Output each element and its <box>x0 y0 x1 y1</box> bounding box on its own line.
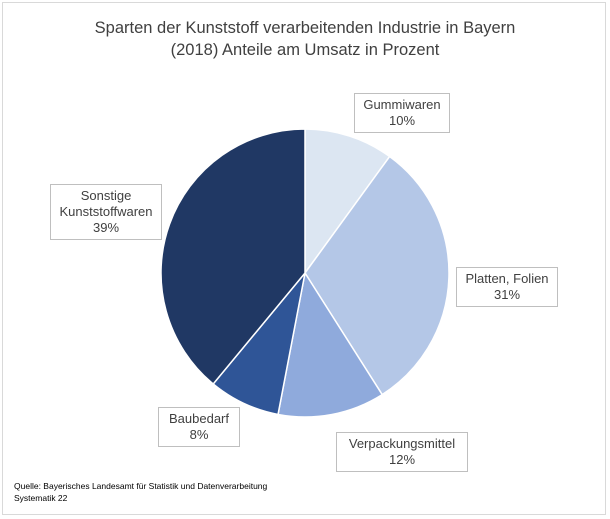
slice-value-platten-folien: 31% <box>493 287 521 302</box>
callout-baubedarf: Baubedarf 8% <box>158 407 240 447</box>
chart-title-line-2: (2018) Anteile am Umsatz in Prozent <box>170 41 440 59</box>
slice-value-verpackungsmittel: 12% <box>388 452 416 467</box>
callout-verpackungsmittel: Verpackungsmittel 12% <box>336 432 468 472</box>
callout-platten-folien: Platten, Folien 31% <box>456 267 558 307</box>
slice-value-sonstige: 39% <box>92 220 120 235</box>
slice-label-platten-folien: Platten, Folien <box>465 271 549 286</box>
slice-label-verpackungsmittel: Verpackungsmittel <box>348 436 456 451</box>
callout-gummiwaren: Gummiwaren 10% <box>354 93 450 133</box>
slice-label-sonstige-line-1: Sonstige <box>80 188 132 203</box>
pie-slice-verpackungsmittel <box>277 270 384 418</box>
pie-slice-gummiwaren <box>304 128 391 276</box>
pie-slice-platten-folien <box>304 155 450 396</box>
callout-sonstige-kunststoffwaren: Sonstige Kunststoffwaren 39% <box>50 184 162 240</box>
slice-label-gummiwaren: Gummiwaren <box>363 97 441 112</box>
slice-label-baubedarf: Baubedarf <box>169 411 229 426</box>
slice-label-sonstige-line-2: Kunststoffwaren <box>59 204 153 219</box>
pie-slice-sonstige <box>160 128 306 386</box>
slice-value-baubedarf: 8% <box>189 427 209 442</box>
source-note: Quelle: Bayerisches Landesamt für Statis… <box>14 480 267 504</box>
chart-title-line-1: Sparten der Kunststoff verarbeitenden In… <box>94 19 516 37</box>
slice-value-gummiwaren: 10% <box>388 113 416 128</box>
chart-title: Sparten der Kunststoff verarbeitenden In… <box>0 17 610 61</box>
source-line-2: Systematik 22 <box>14 493 68 503</box>
source-line-1: Quelle: Bayerisches Landesamt für Statis… <box>14 481 268 491</box>
